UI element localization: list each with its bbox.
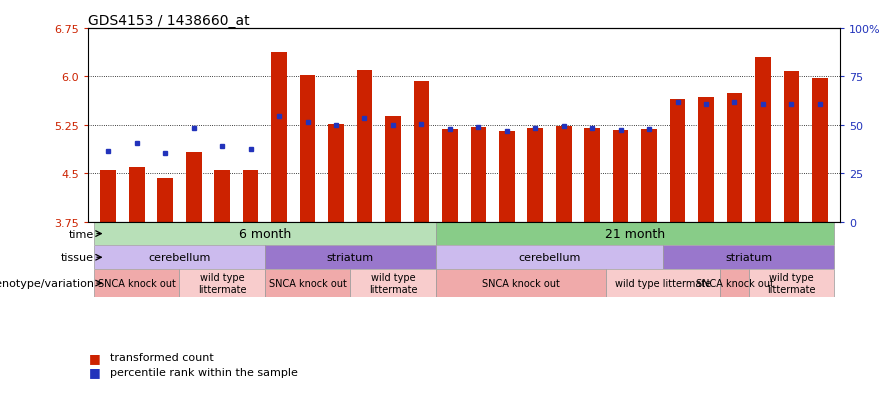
Bar xyxy=(350,269,436,297)
Bar xyxy=(356,71,372,222)
Text: time: time xyxy=(69,229,94,239)
Text: striatum: striatum xyxy=(725,253,773,263)
Text: SNCA knock out: SNCA knock out xyxy=(269,278,347,288)
Bar xyxy=(214,171,230,222)
Bar xyxy=(727,93,743,222)
Text: genotype/variation: genotype/variation xyxy=(0,278,94,288)
Bar xyxy=(470,128,486,222)
Text: ■: ■ xyxy=(88,365,100,378)
Bar xyxy=(436,222,834,246)
Bar xyxy=(265,269,350,297)
Text: striatum: striatum xyxy=(327,253,374,263)
Bar xyxy=(499,132,514,222)
Bar xyxy=(94,269,179,297)
Bar xyxy=(385,117,400,222)
Text: tissue: tissue xyxy=(61,253,94,263)
Bar xyxy=(670,100,685,222)
Text: SNCA knock out: SNCA knock out xyxy=(98,278,176,288)
Bar xyxy=(812,78,827,222)
Bar xyxy=(584,129,600,222)
Bar xyxy=(243,171,258,222)
Bar xyxy=(414,82,430,222)
Text: transformed count: transformed count xyxy=(110,352,214,362)
Bar xyxy=(442,130,458,222)
Bar xyxy=(94,246,265,269)
Text: cerebellum: cerebellum xyxy=(518,253,581,263)
Bar xyxy=(641,130,657,222)
Text: wild type littermate: wild type littermate xyxy=(615,278,712,288)
Bar xyxy=(265,246,436,269)
Bar xyxy=(436,246,663,269)
Bar xyxy=(528,129,543,222)
Bar xyxy=(755,58,771,222)
Bar xyxy=(328,124,344,222)
Bar xyxy=(300,76,316,222)
Bar xyxy=(783,72,799,222)
Text: wild type
littermate: wild type littermate xyxy=(767,273,816,294)
Bar xyxy=(613,131,629,222)
Bar xyxy=(101,171,116,222)
Bar xyxy=(436,269,606,297)
Text: ■: ■ xyxy=(88,351,100,364)
Bar xyxy=(556,127,572,222)
Bar xyxy=(94,222,436,246)
Text: GDS4153 / 1438660_at: GDS4153 / 1438660_at xyxy=(88,14,250,28)
Text: 6 month: 6 month xyxy=(239,228,291,240)
Bar xyxy=(157,178,173,222)
Bar xyxy=(698,98,714,222)
Bar xyxy=(749,269,834,297)
Text: percentile rank within the sample: percentile rank within the sample xyxy=(110,367,299,377)
Bar xyxy=(186,153,202,222)
Bar xyxy=(129,167,145,222)
Bar xyxy=(663,246,834,269)
Bar xyxy=(271,53,287,222)
Text: wild type
littermate: wild type littermate xyxy=(369,273,417,294)
Text: 21 month: 21 month xyxy=(605,228,665,240)
Text: wild type
littermate: wild type littermate xyxy=(198,273,247,294)
Bar xyxy=(720,269,749,297)
Bar xyxy=(606,269,720,297)
Text: SNCA knock out: SNCA knock out xyxy=(482,278,560,288)
Bar xyxy=(179,269,265,297)
Text: SNCA knock out: SNCA knock out xyxy=(696,278,774,288)
Text: cerebellum: cerebellum xyxy=(149,253,210,263)
